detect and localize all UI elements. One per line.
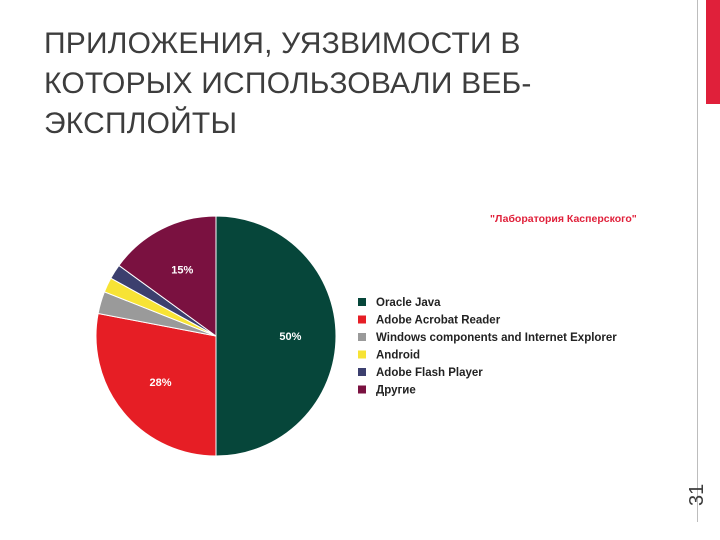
pie-labels: 50% 28% 3% 2% 2% 15% bbox=[81, 256, 301, 388]
title-line-2: КОТОРЫХ ИСПОЛЬЗОВАЛИ ВЕБ- bbox=[44, 67, 532, 100]
vertical-divider bbox=[697, 0, 698, 522]
title-line-1: ПРИЛОЖЕНИЯ, УЯЗВИМОСТИ В bbox=[44, 27, 521, 60]
slice-label-3: 3% bbox=[81, 294, 97, 306]
title-line-3: ЭКСПЛОЙТЫ bbox=[44, 107, 238, 140]
chart-legend: Oracle Java Adobe Acrobat Reader Windows c… bbox=[358, 297, 617, 397]
slice-label-5: 2% bbox=[91, 256, 107, 268]
legend-swatch-5 bbox=[358, 368, 366, 376]
slice-label-2: 28% bbox=[150, 377, 172, 389]
legend-swatch-2 bbox=[358, 315, 366, 324]
chart-source: "Лаборатория Касперского" bbox=[490, 213, 637, 225]
pie-slices bbox=[95, 215, 337, 457]
slice-label-6: 15% bbox=[171, 265, 193, 277]
pie-slice-2 bbox=[95, 312, 217, 457]
legend-swatch-6 bbox=[358, 385, 366, 394]
accent-bar bbox=[706, 0, 720, 104]
legend-label-6: Другие bbox=[376, 385, 416, 397]
slide-title: ПРИЛОЖЕНИЯ, УЯЗВИМОСТИ В КОТОРЫХ ИСПОЛЬЗ… bbox=[44, 24, 644, 144]
legend-swatch-1 bbox=[358, 298, 366, 306]
legend-label-1: Oracle Java bbox=[376, 297, 441, 309]
legend-label-3: Windows components and Internet Explorer bbox=[376, 332, 617, 344]
slice-label-4: 2% bbox=[85, 273, 101, 285]
legend-label-4: Android bbox=[376, 350, 420, 362]
legend-swatch-4 bbox=[358, 350, 366, 359]
pie-slice-6 bbox=[118, 215, 217, 337]
pie-slice-1 bbox=[215, 215, 337, 457]
legend-swatch-3 bbox=[358, 333, 366, 341]
legend-label-2: Adobe Acrobat Reader bbox=[376, 315, 501, 327]
legend-label-5: Adobe Flash Player bbox=[376, 367, 483, 379]
slice-label-1: 50% bbox=[279, 331, 301, 343]
